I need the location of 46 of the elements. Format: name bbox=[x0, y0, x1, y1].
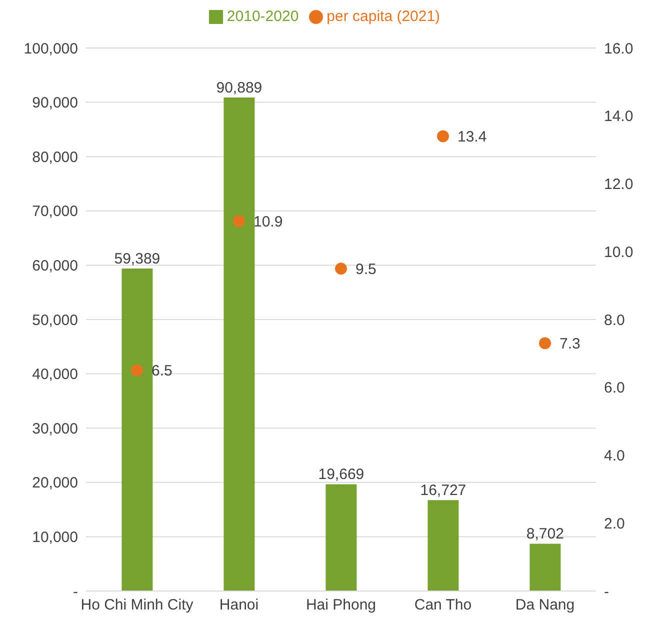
data-label: 19,669 bbox=[318, 466, 364, 484]
y-tick-label: 100,000 bbox=[24, 40, 78, 58]
y2-tick-label: 16.0 bbox=[604, 40, 634, 58]
y2-tick-label: 12.0 bbox=[604, 176, 634, 194]
data-label: 9.5 bbox=[356, 260, 376, 278]
data-label: 59,389 bbox=[114, 250, 160, 268]
y-tick-label: 20,000 bbox=[32, 474, 78, 492]
y2-tick-label: 4.0 bbox=[604, 448, 625, 465]
data-label: 10.9 bbox=[254, 213, 283, 230]
y-tick-label: 80,000 bbox=[32, 148, 78, 166]
bar bbox=[122, 268, 153, 591]
data-label: 90,889 bbox=[216, 79, 262, 96]
data-label: 16,727 bbox=[420, 482, 466, 500]
y-tick-label: 40,000 bbox=[32, 366, 78, 384]
bar bbox=[224, 97, 255, 591]
y2-tick-label: - bbox=[604, 583, 609, 600]
y2-tick-label: 10.0 bbox=[604, 244, 634, 261]
x-tick-label: Can Tho bbox=[414, 596, 472, 614]
y-tick-label: 90,000 bbox=[32, 94, 78, 112]
x-tick-label: Hanoi bbox=[219, 596, 259, 614]
y-tick-label: 50,000 bbox=[32, 312, 78, 329]
data-label: 13.4 bbox=[458, 128, 487, 146]
point bbox=[539, 337, 551, 350]
data-label: 8,702 bbox=[526, 526, 564, 543]
bar bbox=[530, 544, 561, 591]
legend-label: 2010-2020 bbox=[226, 8, 299, 25]
point bbox=[233, 215, 245, 228]
bar bbox=[428, 500, 459, 591]
y-tick-label: 70,000 bbox=[32, 203, 78, 220]
data-label: 7.3 bbox=[560, 336, 580, 353]
x-tick-label: Da Nang bbox=[515, 596, 575, 614]
y-tick-label: 10,000 bbox=[32, 529, 78, 546]
y2-tick-label: 2.0 bbox=[604, 515, 625, 532]
bar bbox=[326, 484, 357, 591]
y-tick-label: 30,000 bbox=[32, 420, 78, 438]
legend-label: per capita (2021) bbox=[326, 8, 440, 25]
y2-tick-label: 14.0 bbox=[604, 108, 634, 126]
y-tick-label: - bbox=[73, 583, 78, 600]
point bbox=[335, 262, 347, 275]
point bbox=[131, 364, 143, 376]
y-tick-label: 60,000 bbox=[32, 258, 78, 275]
y2-tick-label: 8.0 bbox=[604, 312, 625, 329]
point bbox=[437, 130, 449, 142]
x-tick-label: Hai Phong bbox=[306, 596, 376, 614]
x-tick-label: Ho Chi Minh City bbox=[80, 596, 194, 614]
y2-tick-label: 6.0 bbox=[604, 380, 625, 397]
